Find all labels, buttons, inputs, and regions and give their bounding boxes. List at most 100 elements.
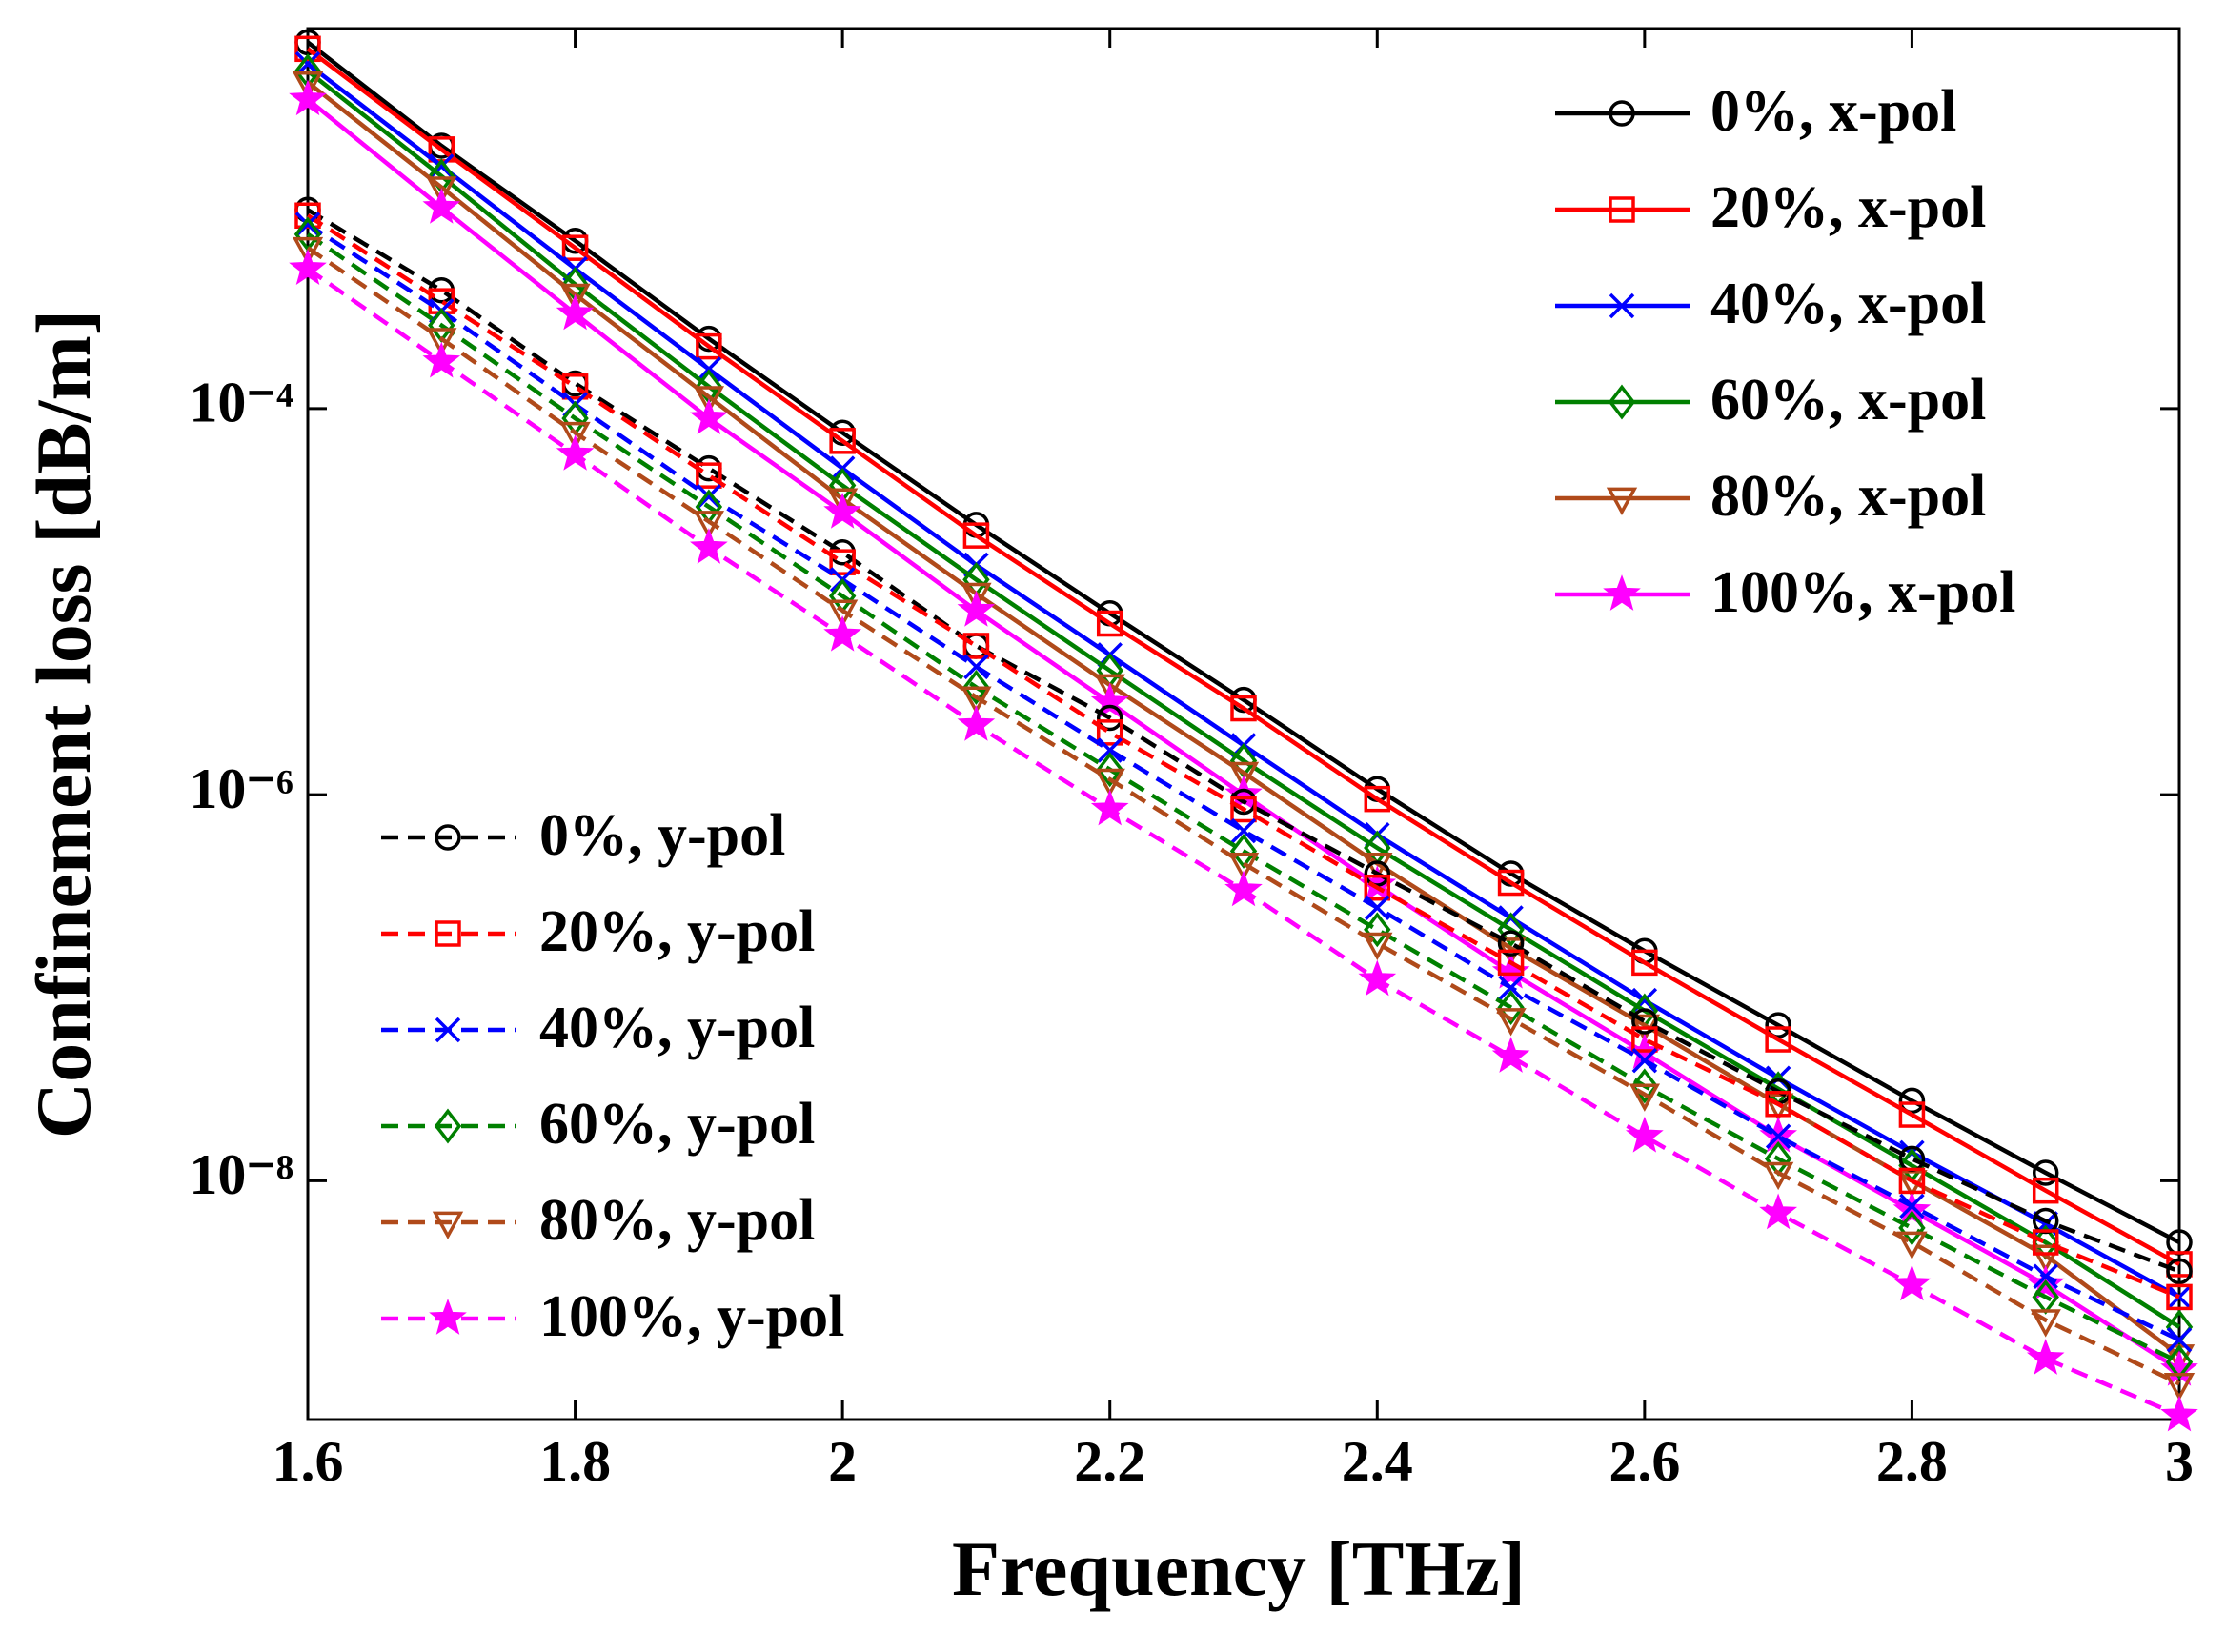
marker [1495,1008,1527,1037]
marker [1630,1068,1659,1104]
series-line [306,222,2180,1342]
series-line [306,246,2180,1386]
series-line [306,47,2181,1266]
marker [1097,737,1123,763]
marker [1358,959,1397,997]
marker [2165,1344,2194,1380]
legend-label: 80%, x-pol [1710,464,1986,529]
marker [1096,704,1123,732]
series-line [306,232,2180,1364]
marker [289,249,327,286]
marker [961,686,992,715]
marker [1227,853,1260,881]
y-tick-label: 10⁻⁶ [189,757,293,820]
marker [1094,768,1125,797]
marker [559,283,591,312]
legend-marker [435,824,461,851]
marker [2166,1258,2193,1285]
marker [1364,785,1391,813]
marker [1364,874,1391,901]
marker [1094,674,1125,703]
marker [2030,1309,2061,1338]
marker [826,599,859,628]
marker [963,654,989,680]
marker [962,633,990,659]
marker [292,71,324,100]
marker [1762,1093,1794,1121]
marker [1892,1264,1932,1301]
marker [426,176,457,205]
y-axis-label: Confinement loss [dB/m] [20,310,107,1138]
plot-frame [306,27,2181,1421]
marker [689,528,728,564]
legend-label: 0%, y-pol [539,803,785,868]
series-line [306,69,2181,1329]
marker [2166,1251,2193,1278]
marker [2166,1284,2193,1310]
marker [1631,1026,1658,1053]
legend-label: 0%, x-pol [1710,79,1956,144]
series-line [306,208,2180,1274]
marker [2032,1229,2059,1256]
y-tick-label: 10⁻⁸ [189,1143,293,1206]
marker [2026,1339,2065,1375]
marker [1230,695,1257,722]
marker [1224,870,1263,907]
marker [1631,949,1658,977]
marker [561,373,589,400]
marker [1497,930,1525,957]
marker [1765,1026,1791,1053]
legend-marker [1609,196,1635,223]
marker [1898,1101,1926,1128]
marker [1497,990,1525,1026]
legend-label: 100%, y-pol [539,1284,844,1349]
legend-marker [435,1017,461,1043]
y-tick-label: 10⁻⁴ [189,372,293,434]
marker [693,511,725,539]
legend-marker [1606,487,1638,516]
marker [1625,1116,1664,1153]
marker [962,633,990,659]
marker [1230,817,1257,844]
marker [1762,1161,1794,1191]
marker [823,614,862,652]
marker [1498,975,1524,1001]
marker [1898,1210,1926,1246]
x-tick-label: 1.8 [539,1430,611,1493]
marker [1096,610,1123,637]
marker [962,522,990,549]
marker [422,188,461,224]
x-tick-label: 3 [2165,1430,2194,1493]
marker [957,705,996,741]
marker [1364,860,1391,887]
marker [1765,1091,1791,1118]
marker [829,549,856,575]
marker [962,669,990,705]
marker [1899,1193,1925,1219]
legend-marker [1608,384,1636,420]
marker [426,328,457,356]
marker [1230,796,1257,823]
marker [823,492,862,529]
marker [2032,1177,2059,1204]
legend-marker [434,1108,462,1144]
legend-label: 40%, x-pol [1710,272,1986,336]
legend-marker [435,920,461,947]
marker [2163,1372,2196,1401]
marker [1090,789,1129,826]
marker [1759,1193,1798,1230]
marker [1491,1037,1530,1073]
x-tick-label: 2.6 [1609,1430,1680,1493]
marker [294,35,321,63]
marker [689,398,728,435]
legend-marker [1609,292,1635,319]
marker [2160,1395,2198,1432]
marker [826,488,859,516]
marker [1497,949,1525,977]
marker [1365,895,1390,920]
marker [1364,912,1391,948]
legend-label: 60%, x-pol [1710,368,1986,433]
marker [1898,1167,1926,1195]
marker [422,341,461,378]
marker [2032,1159,2059,1186]
